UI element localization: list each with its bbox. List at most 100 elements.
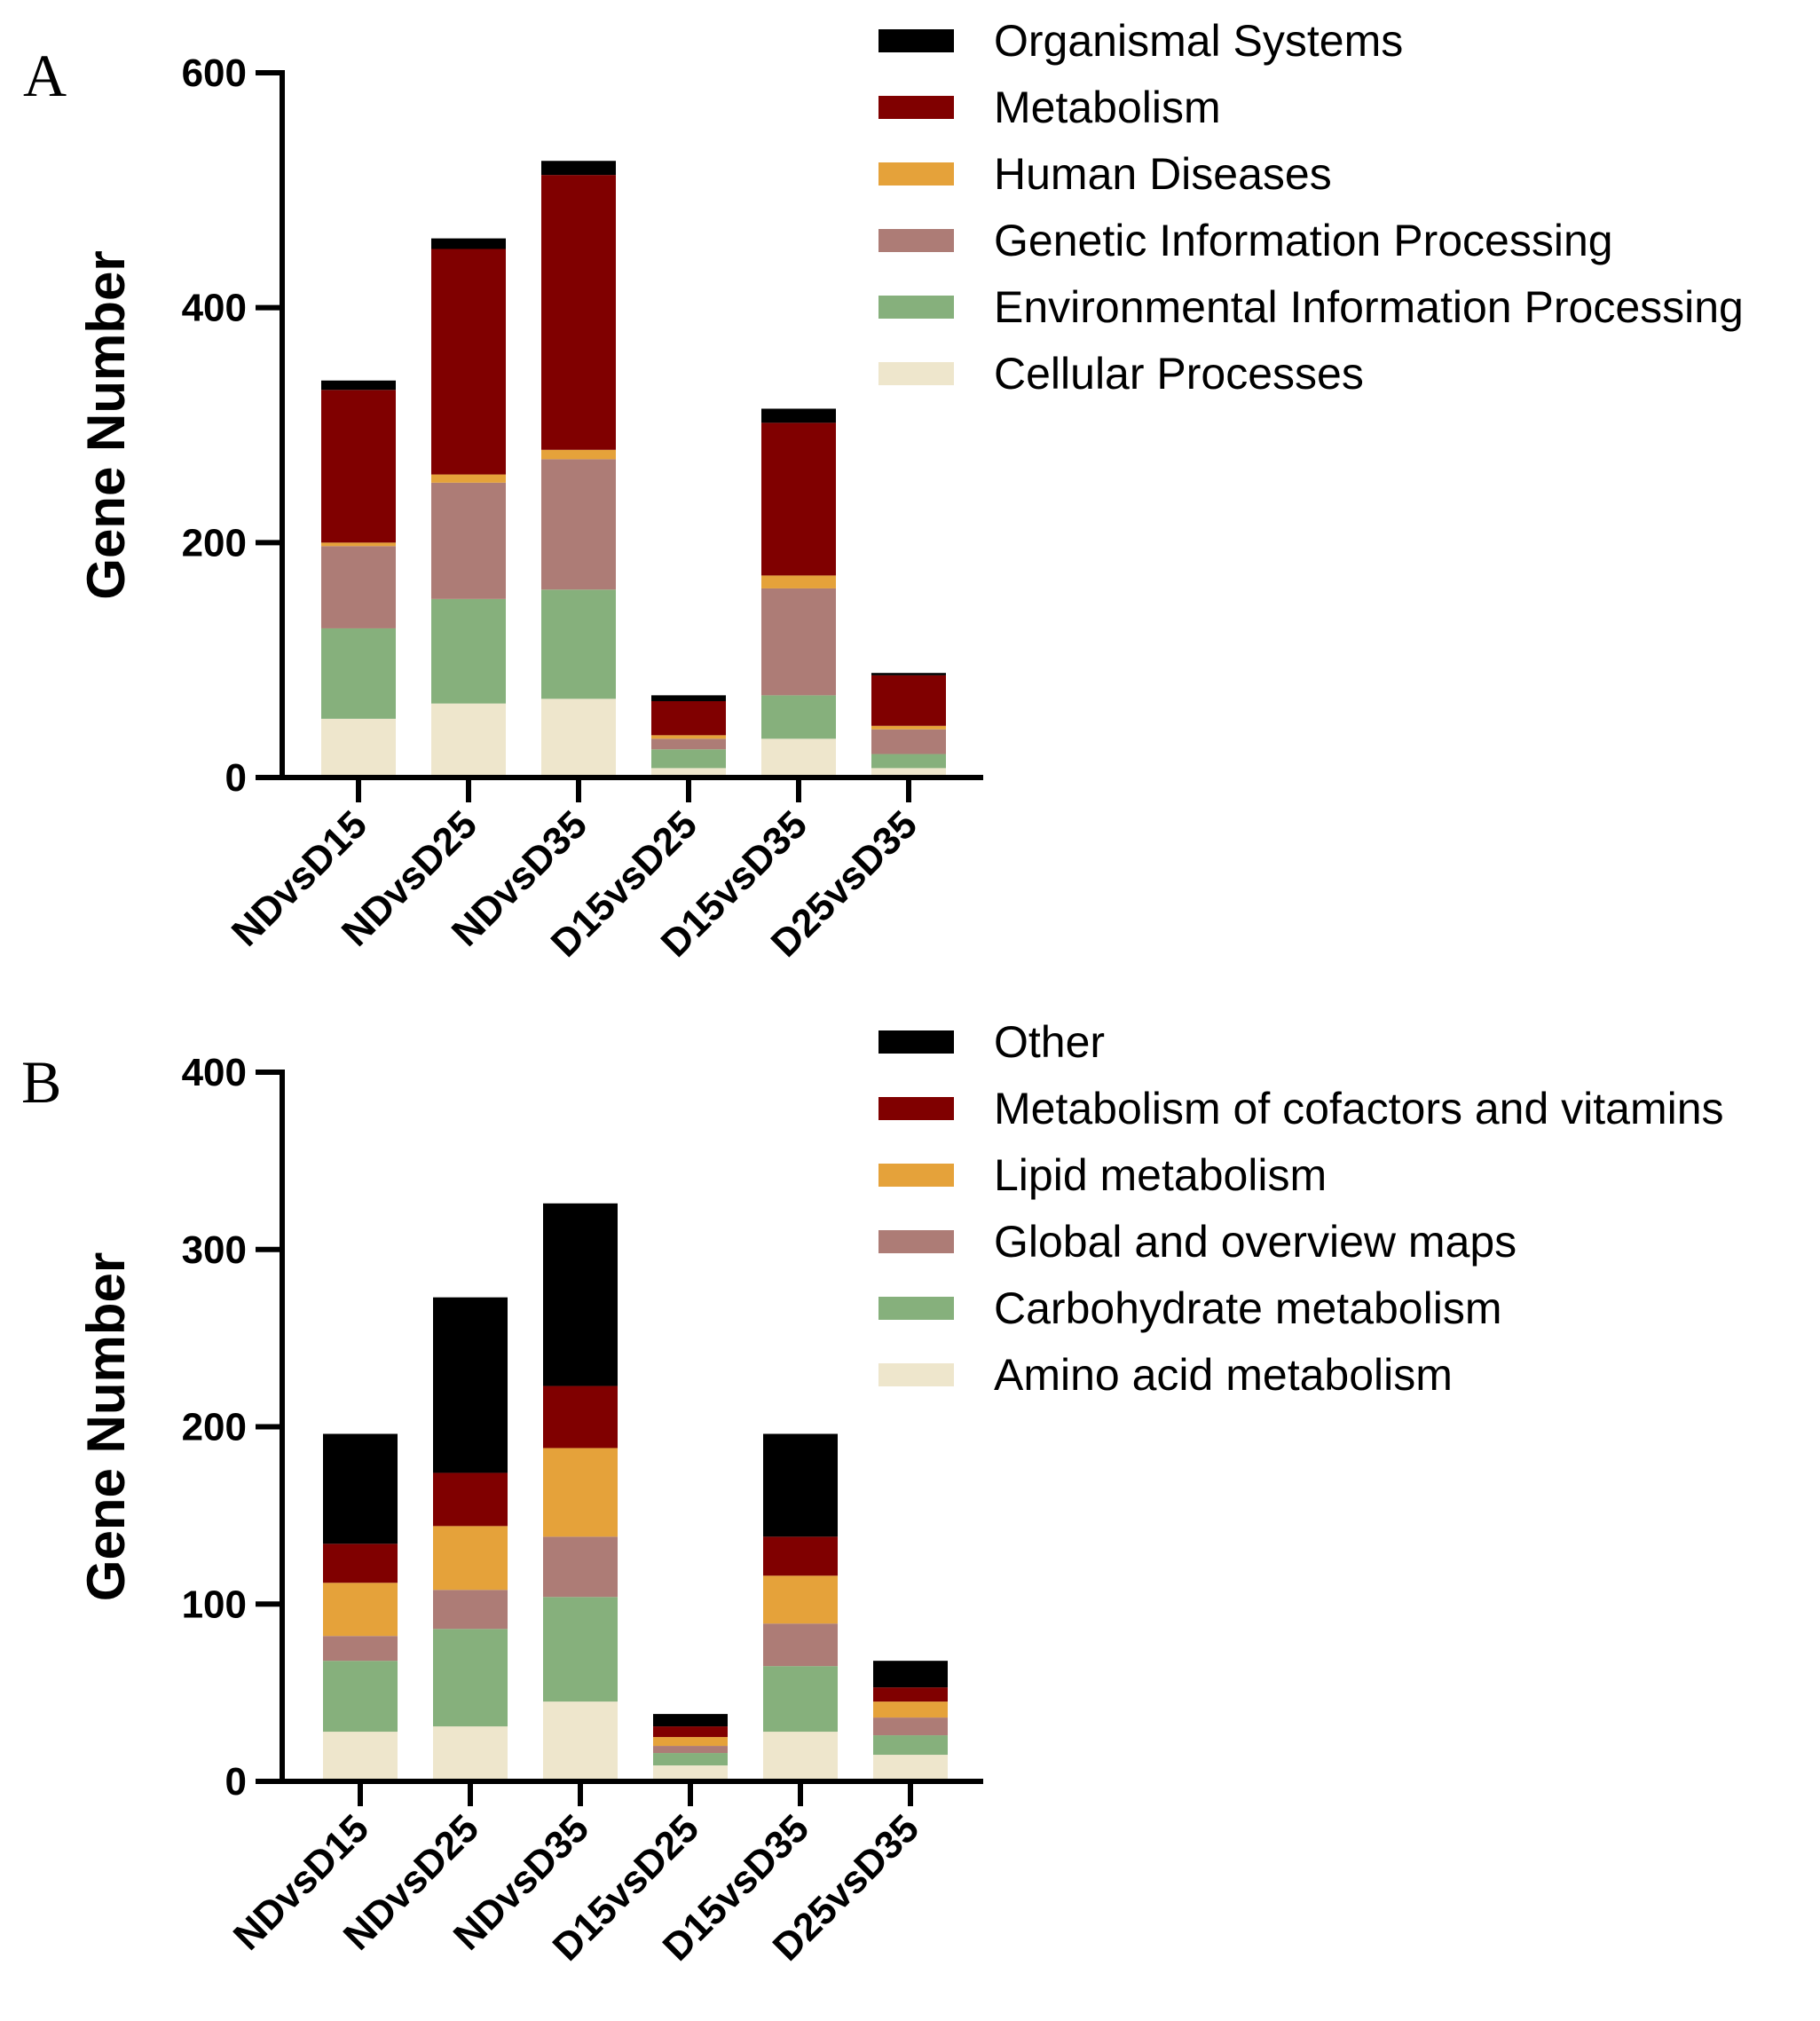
bar-segment-ndvsd15-amino-acid-metabolism	[323, 1732, 398, 1781]
bar-segment-ndvsd25-lipid-metabolism	[433, 1526, 508, 1591]
bar-segment-ndvsd35-genetic-information-processing	[541, 459, 616, 590]
legend-swatch-global-and-overview-maps	[878, 1230, 954, 1253]
y-axis-label: Gene Number	[76, 250, 136, 599]
bar-segment-d15vsd35-amino-acid-metabolism	[763, 1732, 838, 1781]
bar-segment-d15vsd25-genetic-information-processing	[651, 738, 726, 750]
bar-segment-d15vsd35-carbohydrate-metabolism	[763, 1666, 838, 1733]
bar-segment-ndvsd35-environmental-information-processing	[541, 589, 616, 699]
bar-segment-d15vsd25-global-and-overview-maps	[653, 1746, 728, 1754]
bar-segment-d15vsd35-other	[763, 1433, 838, 1537]
legend-label-human-diseases: Human Diseases	[994, 149, 1332, 199]
legend-swatch-amino-acid-metabolism	[878, 1363, 954, 1386]
bar-segment-d15vsd25-lipid-metabolism	[653, 1737, 728, 1747]
bar-segment-ndvsd15-metabolism-of-cofactors-and-vitamins	[323, 1543, 398, 1583]
bar-segment-ndvsd35-other	[543, 1203, 618, 1386]
bar-segment-d25vsd35-genetic-information-processing	[871, 729, 946, 754]
bar-segment-d15vsd25-environmental-information-processing	[651, 749, 726, 769]
bar-segment-ndvsd35-metabolism	[541, 175, 616, 450]
bar-segment-ndvsd35-metabolism-of-cofactors-and-vitamins	[543, 1385, 618, 1449]
bar-segment-d15vsd35-organismal-systems	[761, 408, 836, 423]
bar-segment-d15vsd35-metabolism-of-cofactors-and-vitamins	[763, 1536, 838, 1576]
y-tick-label: 100	[182, 1583, 247, 1626]
legend-swatch-cellular-processes	[878, 362, 954, 385]
panel-label: A	[23, 42, 67, 109]
bar-segment-ndvsd25-environmental-information-processing	[431, 598, 506, 704]
legend-label-metabolism-of-cofactors-and-vitamins: Metabolism of cofactors and vitamins	[994, 1084, 1724, 1133]
legend-swatch-other	[878, 1030, 954, 1054]
legend-swatch-lipid-metabolism	[878, 1164, 954, 1187]
bar-segment-ndvsd15-cellular-processes	[321, 718, 396, 778]
bar-segment-ndvsd15-genetic-information-processing	[321, 546, 396, 628]
bar-segment-ndvsd15-environmental-information-processing	[321, 628, 396, 719]
bar-segment-ndvsd25-organismal-systems	[431, 238, 506, 249]
bar-segment-d15vsd25-cellular-processes	[651, 768, 726, 778]
legend-label-environmental-information-processing: Environmental Information Processing	[994, 282, 1744, 332]
y-tick-label: 300	[182, 1228, 247, 1272]
y-axis-label: Gene Number	[76, 1252, 136, 1601]
bar-segment-d25vsd35-other	[873, 1661, 948, 1688]
y-tick-label: 200	[182, 521, 247, 564]
bar-segment-ndvsd25-human-diseases	[431, 474, 506, 483]
legend-label-metabolism: Metabolism	[994, 83, 1221, 132]
bar-segment-ndvsd35-global-and-overview-maps	[543, 1536, 618, 1598]
y-tick-label: 0	[225, 756, 247, 800]
bar-segment-d25vsd35-global-and-overview-maps	[873, 1717, 948, 1736]
bar-segment-d15vsd25-metabolism	[651, 700, 726, 736]
bar-segment-ndvsd35-organismal-systems	[541, 161, 616, 176]
bar-segment-d15vsd35-human-diseases	[761, 575, 836, 588]
bar-segment-d15vsd35-lipid-metabolism	[763, 1575, 838, 1624]
bar-segment-ndvsd15-carbohydrate-metabolism	[323, 1661, 398, 1733]
bar-segment-d25vsd35-metabolism-of-cofactors-and-vitamins	[873, 1687, 948, 1702]
y-tick-label: 400	[182, 287, 247, 330]
legend-swatch-organismal-systems	[878, 29, 954, 52]
legend-swatch-metabolism	[878, 96, 954, 119]
y-tick-label: 400	[182, 1051, 247, 1094]
legend-label-carbohydrate-metabolism: Carbohydrate metabolism	[994, 1283, 1502, 1333]
panel-label: B	[21, 1048, 61, 1116]
bar-segment-ndvsd15-other	[323, 1433, 398, 1544]
legend-label-organismal-systems: Organismal Systems	[994, 16, 1403, 66]
bar-segment-d15vsd25-human-diseases	[651, 735, 726, 739]
legend-label-other: Other	[994, 1017, 1105, 1067]
legend-swatch-metabolism-of-cofactors-and-vitamins	[878, 1097, 954, 1120]
bar-segment-ndvsd35-lipid-metabolism	[543, 1448, 618, 1537]
legend-label-genetic-information-processing: Genetic Information Processing	[994, 216, 1613, 265]
bar-segment-ndvsd15-global-and-overview-maps	[323, 1636, 398, 1662]
bar-segment-ndvsd35-carbohydrate-metabolism	[543, 1597, 618, 1702]
bar-segment-ndvsd25-global-and-overview-maps	[433, 1590, 508, 1630]
legend-swatch-carbohydrate-metabolism	[878, 1297, 954, 1320]
bar-segment-ndvsd25-metabolism	[431, 249, 506, 475]
bar-segment-ndvsd15-organismal-systems	[321, 380, 396, 391]
bar-segment-d15vsd35-metabolism	[761, 422, 836, 576]
bar-segment-d25vsd35-environmental-information-processing	[871, 754, 946, 769]
y-tick-label: 0	[225, 1760, 247, 1804]
legend-swatch-environmental-information-processing	[878, 296, 954, 319]
bar-segment-ndvsd35-amino-acid-metabolism	[543, 1701, 618, 1781]
bar-segment-d15vsd25-organismal-systems	[651, 695, 726, 701]
bar-segment-ndvsd25-genetic-information-processing	[431, 482, 506, 599]
legend-label-amino-acid-metabolism: Amino acid metabolism	[994, 1350, 1453, 1400]
bar-segment-d25vsd35-metabolism	[871, 675, 946, 726]
bar-segment-d15vsd35-cellular-processes	[761, 738, 836, 778]
bar-segment-ndvsd25-amino-acid-metabolism	[433, 1726, 508, 1781]
bar-segment-d25vsd35-carbohydrate-metabolism	[873, 1735, 948, 1756]
bar-segment-d15vsd25-amino-acid-metabolism	[653, 1765, 728, 1781]
bar-segment-ndvsd15-metabolism	[321, 390, 396, 543]
bar-segment-ndvsd35-cellular-processes	[541, 699, 616, 778]
y-tick-label: 200	[182, 1406, 247, 1449]
bar-segment-ndvsd15-human-diseases	[321, 542, 396, 547]
legend-swatch-genetic-information-processing	[878, 229, 954, 252]
bar-segment-d15vsd25-metabolism-of-cofactors-and-vitamins	[653, 1726, 728, 1738]
bar-segment-d25vsd35-cellular-processes	[871, 768, 946, 778]
bar-segment-ndvsd25-carbohydrate-metabolism	[433, 1629, 508, 1727]
legend-label-global-and-overview-maps: Global and overview maps	[994, 1217, 1517, 1267]
legend-label-cellular-processes: Cellular Processes	[994, 349, 1364, 399]
bar-segment-d15vsd35-global-and-overview-maps	[763, 1623, 838, 1667]
bar-segment-d15vsd35-environmental-information-processing	[761, 695, 836, 739]
bar-segment-ndvsd25-metabolism-of-cofactors-and-vitamins	[433, 1472, 508, 1527]
bar-segment-d25vsd35-human-diseases	[871, 725, 946, 730]
bar-segment-ndvsd25-cellular-processes	[431, 703, 506, 778]
